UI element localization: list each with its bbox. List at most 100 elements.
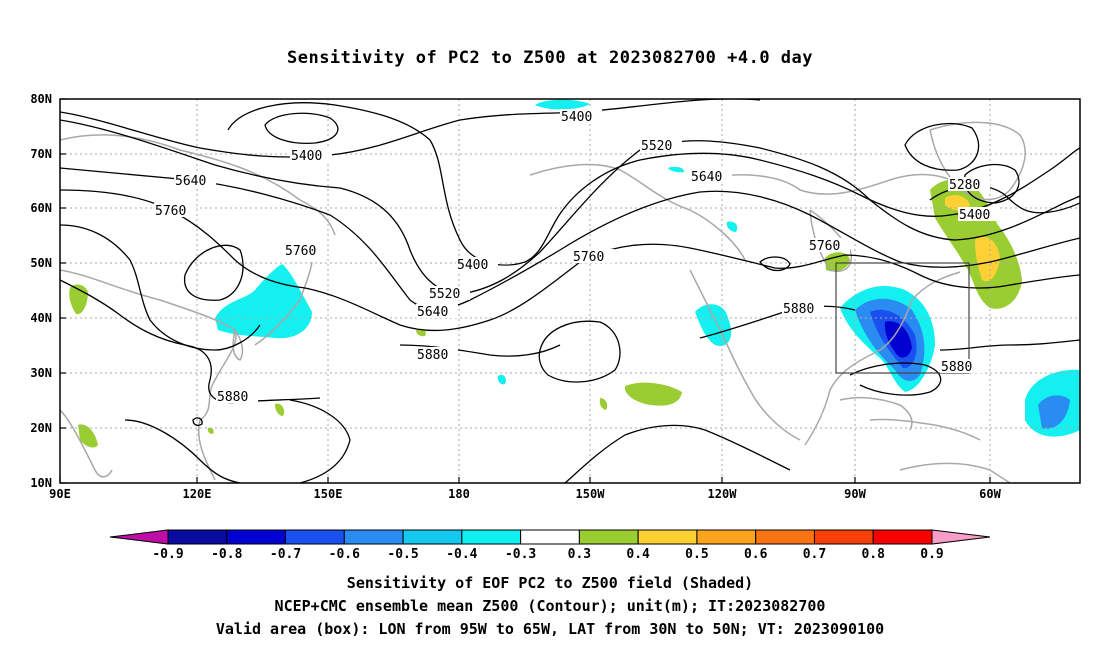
lon-tick-label: 90W — [844, 487, 866, 501]
colorbar-label: -0.4 — [446, 547, 477, 562]
contour-5880-c — [538, 320, 621, 383]
contour-label: 5400 — [959, 208, 990, 223]
shade-cyan-small1 — [668, 166, 685, 173]
contour-5400-low — [264, 112, 339, 144]
contour-label: 5760 — [809, 239, 840, 254]
contour-label: 5880 — [217, 390, 248, 405]
colorbar-label: -0.9 — [152, 547, 183, 562]
contour-label: 5520 — [429, 287, 460, 302]
contour-5880-f — [124, 419, 241, 483]
shade-green-2 — [78, 424, 98, 448]
coast-gulf — [839, 396, 913, 431]
contour-5880-h — [564, 424, 791, 483]
colorbar-swatch — [578, 529, 639, 545]
contour-labels: 5400 5400 5520 5640 5640 5760 5760 5760 … — [154, 109, 1000, 405]
lon-tick-label: 180 — [448, 487, 470, 501]
contour-5760-a — [60, 189, 1080, 332]
contour-5400-greenland-low — [904, 122, 980, 171]
colorbar-label: 0.7 — [803, 547, 826, 562]
colorbar-swatch — [461, 529, 522, 545]
coast-na-west — [689, 269, 801, 441]
shade-green-8 — [599, 398, 608, 410]
contour-5760-d — [759, 256, 791, 272]
contour-5520 — [60, 119, 1080, 295]
contour-small-low — [192, 417, 203, 427]
colorbar-swatch — [520, 529, 580, 545]
lon-axis-labels: 90E 120E 150E 180 150W 120W 90W 60W — [49, 487, 1001, 501]
colorbar-swatch — [343, 529, 404, 545]
coast-india — [60, 409, 113, 478]
contour-label: 5400 — [291, 149, 322, 164]
contour-5400-a — [60, 99, 761, 158]
footer-line-3: Valid area (box): LON from 95W to 65W, L… — [215, 620, 885, 638]
shade-cyan-small3 — [497, 374, 506, 385]
colorbar-label: -0.7 — [270, 547, 301, 562]
map-frame — [59, 98, 1081, 484]
colorbar-swatch — [872, 529, 933, 545]
contour-5880-e — [849, 362, 942, 396]
coast-canada-north — [699, 173, 961, 195]
coast-japan — [254, 261, 313, 346]
contour-label: 5400 — [457, 258, 488, 273]
colorbar-label: 0.5 — [685, 547, 708, 562]
contour-5880-i — [939, 339, 1080, 351]
contour-5400-b — [227, 102, 1080, 266]
colorbar-label: -0.3 — [505, 547, 536, 562]
contour-label: 5640 — [175, 174, 206, 189]
contour-label: 5760 — [573, 250, 604, 265]
colorbar-label: -0.6 — [329, 547, 360, 562]
colorbar-swatch — [402, 529, 463, 545]
shade-green-3 — [275, 403, 285, 416]
lat-tick-label: 10N — [30, 476, 52, 490]
grid-lines — [60, 99, 1080, 483]
colorbar-label: 0.4 — [626, 547, 650, 562]
contour-label: 5880 — [941, 360, 972, 375]
colorbar-swatch — [637, 529, 698, 545]
shade-blue-atlantic — [1038, 395, 1070, 429]
coast-korea — [232, 329, 244, 361]
lon-tick-label: 90E — [49, 487, 71, 501]
shade-blue-eastus-3 — [884, 321, 912, 358]
z500-contours — [60, 99, 1080, 483]
colorbar: -0.9 -0.8 -0.7 -0.6 -0.5 -0.4 -0.3 0.3 0.4 0.5 0.6… — [109, 529, 991, 562]
lat-tick-label: 50N — [30, 256, 52, 270]
colorbar-swatch — [755, 529, 815, 545]
shade-cyan-japan — [215, 264, 312, 339]
shade-cyan-pacific — [695, 304, 732, 346]
coast-na-east — [804, 271, 961, 446]
shade-yellow-2 — [975, 236, 1000, 282]
contour-5880-g — [289, 399, 351, 483]
contour-5760-b — [60, 224, 261, 351]
colorbar-label: 0.8 — [861, 547, 885, 562]
plot-title: Sensitivity of PC2 to Z500 at 2023082700… — [286, 48, 813, 68]
valid-area-box — [835, 262, 970, 374]
lon-tick-label: 120W — [708, 487, 738, 501]
sensitivity-shading — [69, 99, 1080, 448]
shade-green-5 — [416, 328, 426, 337]
colorbar-label: 0.3 — [568, 547, 591, 562]
lon-tick-label: 60W — [979, 487, 1001, 501]
contour-label: 5760 — [285, 244, 316, 259]
contour-label: 5640 — [417, 305, 448, 320]
colorbar-swatch — [167, 529, 228, 545]
coastlines — [60, 121, 1026, 483]
coast-greenland — [929, 121, 1026, 201]
footer-line-2: NCEP+CMC ensemble mean Z500 (Contour); u… — [274, 597, 826, 615]
coast-samerica — [899, 462, 1011, 483]
colorbar-swatch — [696, 529, 757, 545]
coast-asia-east — [60, 269, 237, 481]
shade-cyan-small2 — [726, 221, 738, 232]
colorbar-label: 0.9 — [920, 547, 943, 562]
contour-label: 5760 — [155, 204, 186, 219]
lat-tick-label: 20N — [30, 421, 52, 435]
coast-alaska — [529, 163, 746, 261]
colorbar-swatch — [813, 529, 874, 545]
contour-label: 5880 — [783, 302, 814, 317]
shade-cyan-arctic — [535, 99, 590, 110]
map-panel: 5400 5400 5520 5640 5640 5760 5760 5760 … — [30, 92, 1081, 501]
shade-green-9 — [207, 427, 214, 434]
contour-label: 5640 — [691, 170, 722, 185]
footer-line-1: Sensitivity of EOF PC2 to Z500 field (Sh… — [346, 574, 754, 592]
colorbar-label: -0.5 — [387, 547, 418, 562]
